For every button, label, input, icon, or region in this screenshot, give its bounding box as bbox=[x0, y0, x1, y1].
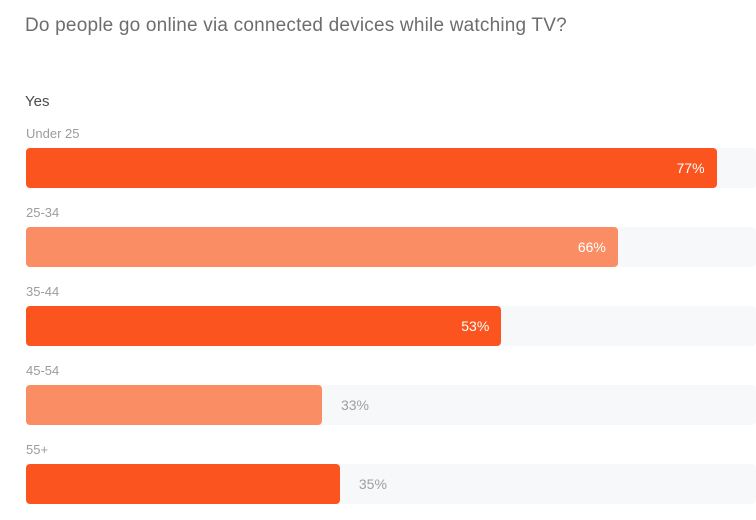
category-label: 55+ bbox=[26, 442, 49, 457]
bar-value-label-outside: 35% bbox=[358, 476, 387, 492]
bar-track: 53% 53% bbox=[26, 306, 756, 346]
bar-track: 33% 33% bbox=[26, 385, 756, 425]
chart-title: Do people go online via connected device… bbox=[25, 15, 567, 36]
series-label-yes: Yes bbox=[25, 93, 50, 110]
bar-value-label-inside: 66% bbox=[577, 239, 606, 255]
bar-row-35-44: 35-44 53% 53% bbox=[26, 284, 756, 346]
bar-value-label-outside: 33% bbox=[340, 397, 369, 413]
bar: 77% bbox=[26, 148, 717, 188]
bar: 35% bbox=[26, 464, 340, 504]
bar-row-under-25: Under 25 77% 77% bbox=[26, 126, 756, 188]
bar-row-55-plus: 55+ 35% 35% bbox=[26, 442, 756, 504]
bar-value-label-inside: 77% bbox=[676, 160, 705, 176]
bar-value-label-inside: 53% bbox=[461, 318, 490, 334]
category-label: Under 25 bbox=[26, 126, 80, 141]
category-label: 45-54 bbox=[26, 363, 60, 378]
bar-track: 66% 66% bbox=[26, 227, 756, 267]
bar: 66% bbox=[26, 227, 618, 267]
bar-row-45-54: 45-54 33% 33% bbox=[26, 363, 756, 425]
bar-row-25-34: 25-34 66% 66% bbox=[26, 205, 756, 267]
bar-track: 35% 35% bbox=[26, 464, 756, 504]
bar-track: 77% 77% bbox=[26, 148, 756, 188]
bar: 33% bbox=[26, 385, 322, 425]
category-label: 25-34 bbox=[26, 205, 60, 220]
category-label: 35-44 bbox=[26, 284, 60, 299]
bar: 53% bbox=[26, 306, 502, 346]
bar-chart: Under 25 77% 77% 25-34 66% 66% 35-44 53% bbox=[0, 126, 756, 504]
